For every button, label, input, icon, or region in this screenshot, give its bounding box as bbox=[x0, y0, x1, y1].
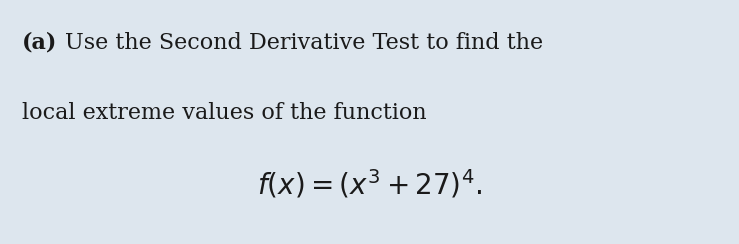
Text: $f(x) = (x^3 + 27)^4.$: $f(x) = (x^3 + 27)^4.$ bbox=[257, 167, 482, 200]
Text: (a): (a) bbox=[22, 32, 58, 54]
Text: local extreme values of the function: local extreme values of the function bbox=[22, 102, 427, 124]
Text: Use the Second Derivative Test to find the: Use the Second Derivative Test to find t… bbox=[65, 32, 543, 54]
